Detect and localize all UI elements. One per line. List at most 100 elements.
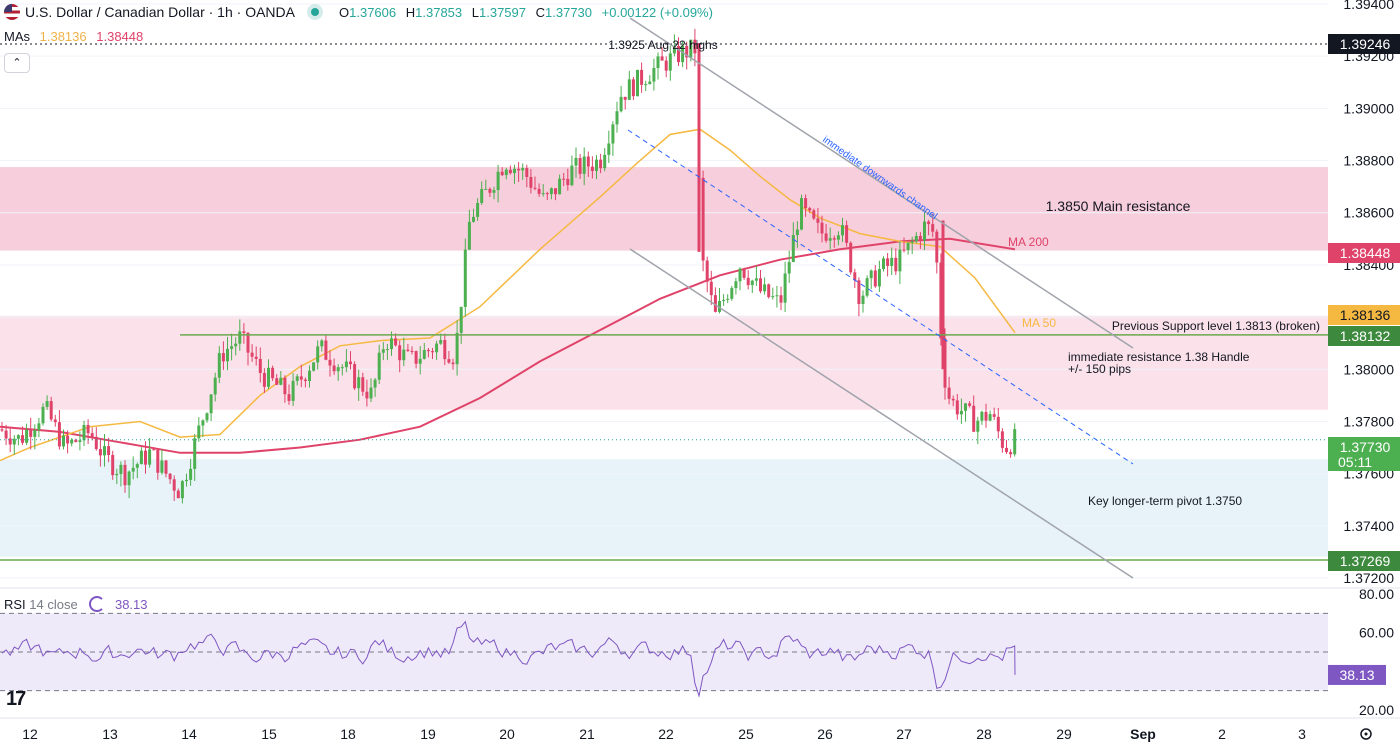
candle — [12, 435, 16, 455]
candle-body — [525, 168, 529, 177]
candle-body — [795, 229, 799, 236]
candle-body — [439, 340, 443, 344]
candle — [45, 395, 49, 410]
candle-body — [877, 269, 881, 287]
candle-body — [82, 424, 86, 441]
candle — [402, 337, 406, 367]
candle-body — [230, 346, 234, 349]
mas-label: MAs — [4, 29, 30, 44]
candle — [406, 343, 410, 353]
ma-legend[interactable]: MAs 1.38136 1.38448 — [4, 29, 143, 44]
candle — [492, 186, 496, 200]
rsi-tick-label: 60.00 — [1359, 625, 1394, 641]
candle — [722, 294, 726, 306]
candle-body — [144, 450, 147, 465]
tradingview-logo[interactable]: 17 — [6, 688, 26, 710]
candle — [968, 401, 972, 408]
rsi-legend[interactable]: RSI 14 close 38.13 — [4, 596, 148, 612]
candle — [213, 372, 217, 402]
rsi-tick-label: 80.00 — [1359, 586, 1394, 602]
symbol-header[interactable]: U.S. Dollar / Canadian Dollar · 1h · OAN… — [4, 4, 713, 20]
candle-body — [94, 436, 98, 450]
time-tick-label: 19 — [420, 726, 436, 742]
candle-body — [767, 284, 771, 298]
candle — [431, 347, 434, 360]
candle-body — [353, 364, 357, 389]
candle — [254, 346, 258, 366]
candle-body — [750, 280, 754, 286]
candle-body — [648, 81, 652, 85]
candle — [517, 162, 521, 182]
candle — [742, 267, 746, 280]
candle — [951, 395, 955, 407]
candle — [636, 69, 639, 97]
candle — [525, 164, 529, 188]
candle — [1005, 439, 1008, 454]
candle — [410, 346, 414, 355]
candle — [308, 365, 311, 388]
channel-lower-line — [629, 248, 1134, 579]
candle-body — [127, 471, 131, 486]
candle — [554, 188, 557, 201]
candle-body — [693, 39, 697, 54]
candle-body — [611, 124, 615, 144]
candle-body — [365, 391, 369, 399]
candle — [127, 470, 131, 499]
candle — [365, 379, 369, 407]
candle-body — [414, 351, 418, 364]
candle — [443, 333, 447, 366]
candle-body — [537, 188, 541, 194]
candle-body — [8, 438, 12, 445]
candle-body — [603, 154, 607, 169]
collapse-legend-button[interactable]: ⌃ — [4, 53, 30, 73]
gear-hub — [1364, 732, 1368, 736]
candle-body — [898, 249, 902, 272]
candle-body — [234, 343, 238, 347]
candle-body — [681, 45, 685, 63]
candle — [783, 261, 787, 313]
candle-body — [373, 379, 377, 388]
rsi-value: 38.13 — [114, 597, 148, 612]
zone-pivot — [0, 459, 1328, 557]
candle — [882, 256, 885, 272]
candle — [193, 433, 197, 482]
candle-body — [517, 168, 521, 171]
candle-body — [98, 449, 102, 456]
candle — [804, 194, 808, 217]
candle-body — [832, 238, 836, 240]
candle-body — [668, 53, 672, 71]
candle-body — [344, 361, 348, 368]
candle-body — [336, 367, 340, 372]
candle — [74, 438, 78, 443]
price-label-box — [1328, 437, 1400, 471]
candle — [759, 270, 762, 294]
candle-body — [406, 349, 410, 351]
candle-body — [558, 178, 562, 195]
candle — [422, 343, 426, 360]
candle-body — [742, 268, 746, 278]
candle — [320, 339, 324, 352]
candle — [562, 172, 566, 187]
candle-body — [1005, 447, 1008, 453]
candle-body — [636, 69, 639, 97]
candle — [701, 170, 705, 272]
candle — [668, 45, 672, 81]
candle — [70, 437, 74, 447]
price-label-black: 1.39246 — [1328, 34, 1400, 54]
candle — [369, 378, 373, 403]
change-value: +0.00122 (+0.09%) — [601, 4, 713, 20]
time-tick-label: Sep — [1130, 726, 1156, 742]
candle — [886, 253, 890, 277]
candle-body — [627, 79, 631, 100]
candle — [754, 265, 758, 286]
candle — [718, 288, 721, 314]
candle-body — [726, 298, 730, 300]
candle — [316, 340, 320, 370]
candle — [533, 176, 537, 191]
candle-body — [377, 352, 381, 380]
candle — [271, 365, 275, 381]
candle-body — [857, 280, 861, 305]
candle-body — [685, 45, 689, 58]
candle-body — [787, 262, 791, 274]
